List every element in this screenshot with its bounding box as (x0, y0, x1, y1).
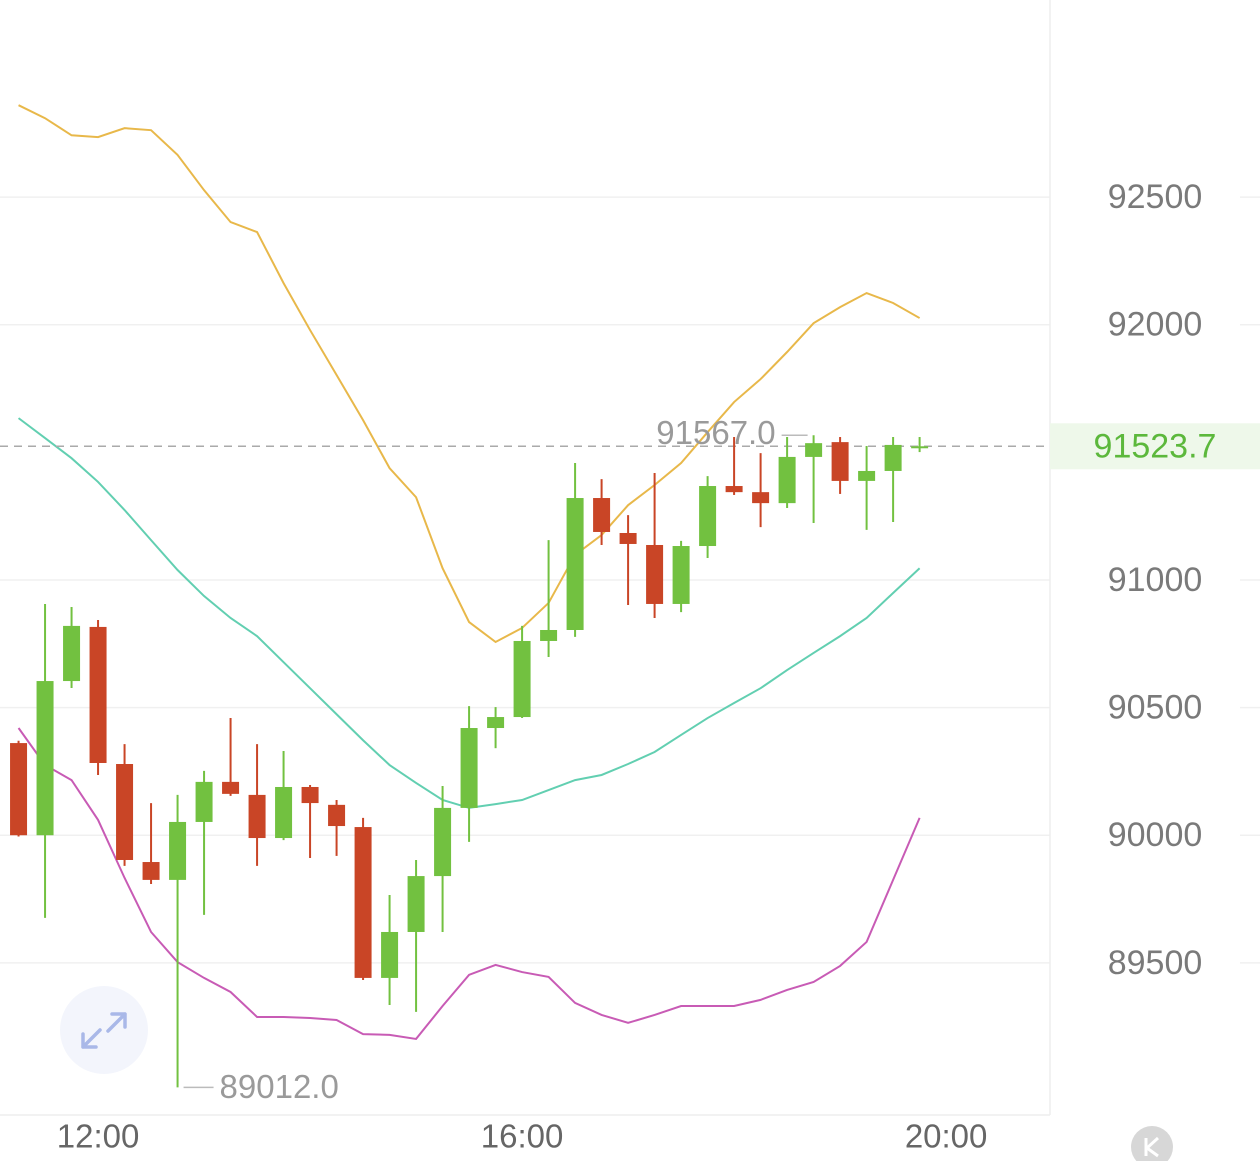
candle-body (752, 492, 770, 504)
candle (89, 620, 107, 775)
candle (778, 437, 796, 508)
candle-body (513, 640, 531, 718)
candle (407, 859, 425, 1012)
candle-body (460, 728, 478, 808)
y-tick-label: 89500 (1108, 944, 1203, 982)
last-price-bg (1050, 423, 1260, 470)
candle-body (805, 443, 823, 457)
candle-body (487, 717, 505, 729)
candle-body (646, 544, 664, 604)
candle (672, 540, 690, 613)
candle-body (619, 532, 637, 544)
band-line (17, 727, 921, 1041)
candle-body (884, 444, 902, 471)
candle (142, 803, 160, 884)
x-tick-label: 16:00 (481, 1118, 564, 1155)
candle (487, 707, 505, 749)
last-price-label: 91523.7 (1094, 427, 1217, 465)
candle (699, 476, 717, 559)
candle-body (10, 743, 28, 836)
candle-body (831, 442, 849, 481)
candle-body (566, 498, 584, 630)
candle (169, 794, 187, 1088)
candle (381, 894, 399, 1005)
candle (116, 744, 134, 866)
expand-button-bg[interactable] (60, 986, 148, 1074)
candle-body (778, 456, 796, 504)
candle (513, 625, 531, 719)
candle (248, 744, 266, 866)
candle (540, 540, 558, 658)
candle (63, 607, 81, 688)
candle (328, 800, 346, 856)
y-tick-label: 90000 (1108, 816, 1203, 854)
candle (805, 435, 823, 524)
y-tick-label: 90500 (1108, 689, 1203, 727)
candle (911, 437, 929, 453)
candle-body (911, 446, 929, 449)
low-annotation: 89012.0 (220, 1068, 339, 1105)
candle-body (725, 486, 743, 493)
candle (195, 770, 213, 915)
high-annotation: 91567.0 (656, 414, 775, 451)
k-icon[interactable] (1144, 1136, 1160, 1158)
candle-body (858, 470, 876, 481)
candle-body (354, 827, 372, 978)
candle-body (169, 821, 187, 880)
candle (752, 453, 770, 528)
candle (301, 784, 319, 858)
candle-body (116, 764, 134, 860)
y-tick-label: 92500 (1108, 178, 1203, 216)
candle-body (195, 781, 213, 822)
candle-body (36, 681, 54, 836)
candle-body (89, 626, 107, 763)
candle-body (142, 862, 160, 880)
band-line (18, 104, 921, 644)
candle-body (540, 629, 558, 641)
candle (10, 740, 28, 837)
x-tick-label: 20:00 (905, 1118, 988, 1155)
candle-body (699, 486, 717, 547)
candle (354, 817, 372, 980)
candle-body (248, 794, 266, 839)
candle-body (593, 498, 611, 532)
expand-button[interactable] (60, 986, 148, 1074)
candle (831, 437, 849, 494)
candle (646, 473, 664, 618)
candle (593, 479, 611, 545)
candle (222, 718, 240, 796)
k-button[interactable] (1131, 1126, 1173, 1161)
candle (434, 785, 452, 932)
candle (460, 706, 478, 842)
candle-body (275, 786, 293, 839)
candle (619, 515, 637, 605)
candle-body (63, 625, 81, 682)
y-tick-label: 91000 (1108, 561, 1203, 599)
candle (725, 437, 743, 495)
y-tick-label: 92000 (1108, 306, 1203, 344)
candle-body (328, 804, 346, 827)
candle-body (434, 807, 452, 877)
candle-body (381, 931, 399, 978)
candle-body (222, 781, 240, 794)
candle-body (407, 876, 425, 932)
candle-body (301, 786, 319, 804)
candle (275, 750, 293, 841)
expand-icon[interactable] (81, 1012, 127, 1049)
candle-body (672, 546, 690, 604)
candle (36, 603, 54, 918)
candle (858, 445, 876, 530)
candle (884, 437, 902, 523)
candle (566, 463, 584, 637)
x-tick-label: 12:00 (57, 1118, 140, 1155)
